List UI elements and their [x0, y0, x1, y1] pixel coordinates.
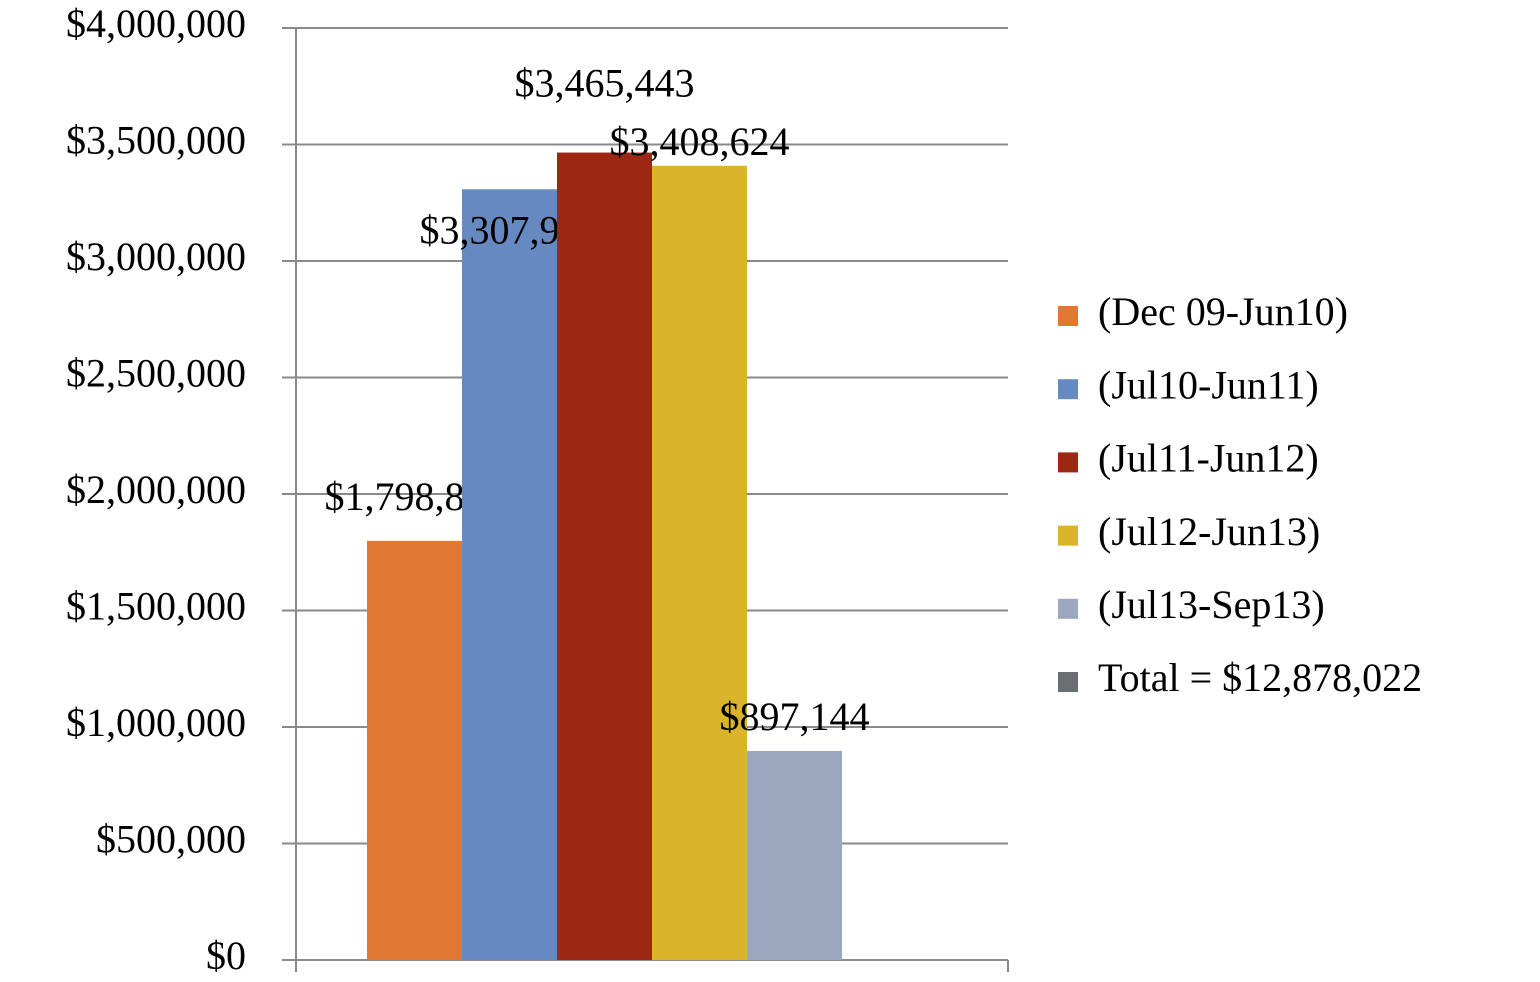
data-label: $3,465,443 — [515, 61, 695, 106]
legend-swatch — [1058, 306, 1078, 326]
legend-label: (Jul11-Jun12) — [1098, 436, 1319, 481]
legend-swatch — [1058, 672, 1078, 692]
legend-swatch — [1058, 379, 1078, 400]
y-tick-label: $2,000,000 — [66, 467, 246, 512]
y-tick-label: $4,000,000 — [66, 1, 246, 46]
bar — [367, 540, 462, 960]
legend-swatch — [1058, 525, 1078, 546]
y-tick-label: $0 — [206, 933, 246, 978]
y-tick-label: $1,500,000 — [66, 584, 246, 629]
y-tick-label: $2,500,000 — [66, 351, 246, 396]
data-label: $897,144 — [720, 694, 870, 739]
y-tick-label: $500,000 — [96, 817, 246, 862]
legend-label: (Jul10-Jun11) — [1098, 362, 1319, 407]
y-tick-label: $3,000,000 — [66, 234, 246, 279]
y-tick-label: $1,000,000 — [66, 700, 246, 745]
y-tick-label: $3,500,000 — [66, 118, 246, 163]
legend-label: Total = $12,878,022 — [1098, 655, 1422, 700]
bar — [652, 165, 747, 961]
bar — [462, 189, 557, 960]
legend-label: (Jul12-Jun13) — [1098, 509, 1320, 554]
data-label: $3,408,624 — [610, 119, 790, 164]
legend-label: (Dec 09-Jun10) — [1098, 289, 1348, 334]
bar — [747, 750, 842, 960]
legend-swatch — [1058, 598, 1078, 619]
legend-swatch — [1058, 452, 1078, 473]
bar — [557, 152, 652, 961]
legend-label: (Jul13-Sep13) — [1098, 582, 1325, 627]
